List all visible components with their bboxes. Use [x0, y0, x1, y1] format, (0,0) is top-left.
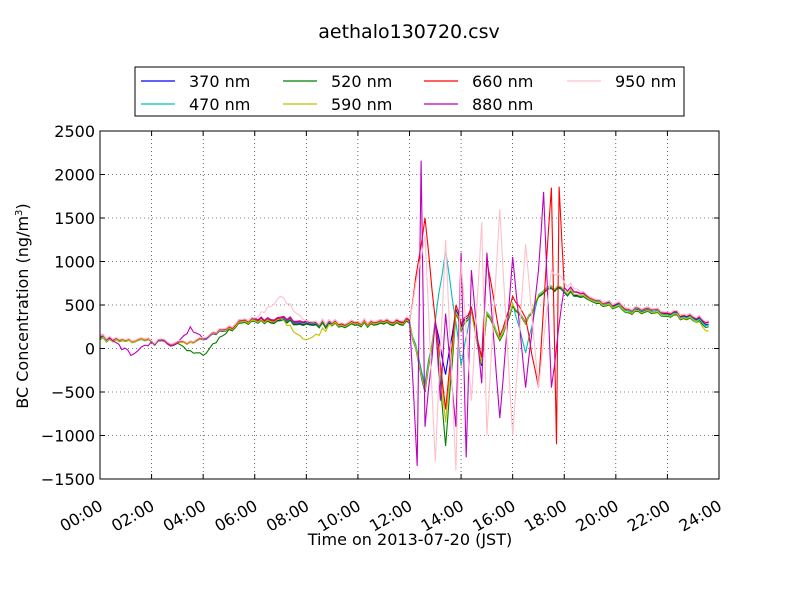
y-axis-label-main: BC Concentration (ng/m	[13, 216, 32, 409]
y-tick-label: 1500	[54, 209, 95, 228]
series-line-590-nm	[99, 285, 709, 423]
y-tick-label: 500	[64, 296, 95, 315]
legend-entry-label: 470 nm	[189, 95, 250, 114]
y-tick-label: 0	[85, 340, 95, 359]
series-line-520-nm	[99, 287, 709, 446]
y-tick-label: 1000	[54, 253, 95, 272]
series-group	[99, 160, 709, 471]
y-tick-label: 2000	[54, 166, 95, 185]
x-axis-label: Time on 2013-07-20 (JST)	[307, 530, 512, 549]
legend-entry-label: 590 nm	[331, 95, 392, 114]
legend-frame	[134, 66, 685, 117]
legend-entry-label: 950 nm	[615, 72, 676, 91]
legend: 370 nm 470 nm 520 nm 590 nm 660 nm 880 nm 950 …	[134, 66, 685, 117]
chart-title: aethalo130720.csv	[318, 21, 500, 43]
series-line-950-nm	[99, 209, 709, 471]
y-tick-label: 2500	[54, 122, 95, 141]
legend-entry-label: 520 nm	[331, 72, 392, 91]
y-axis-label-superscript: 3	[14, 210, 25, 216]
y-tick-label: −1500	[41, 470, 95, 489]
y-tick-label: −1000	[41, 427, 95, 446]
legend-entry-label: 880 nm	[472, 95, 533, 114]
legend-entry-label: 660 nm	[472, 72, 533, 91]
y-tick-label: −500	[51, 383, 95, 402]
y-axis-label: BC Concentration (ng/m3)	[13, 203, 32, 408]
legend-entry-label: 370 nm	[189, 72, 250, 91]
y-axis-label-tail: )	[13, 203, 32, 209]
